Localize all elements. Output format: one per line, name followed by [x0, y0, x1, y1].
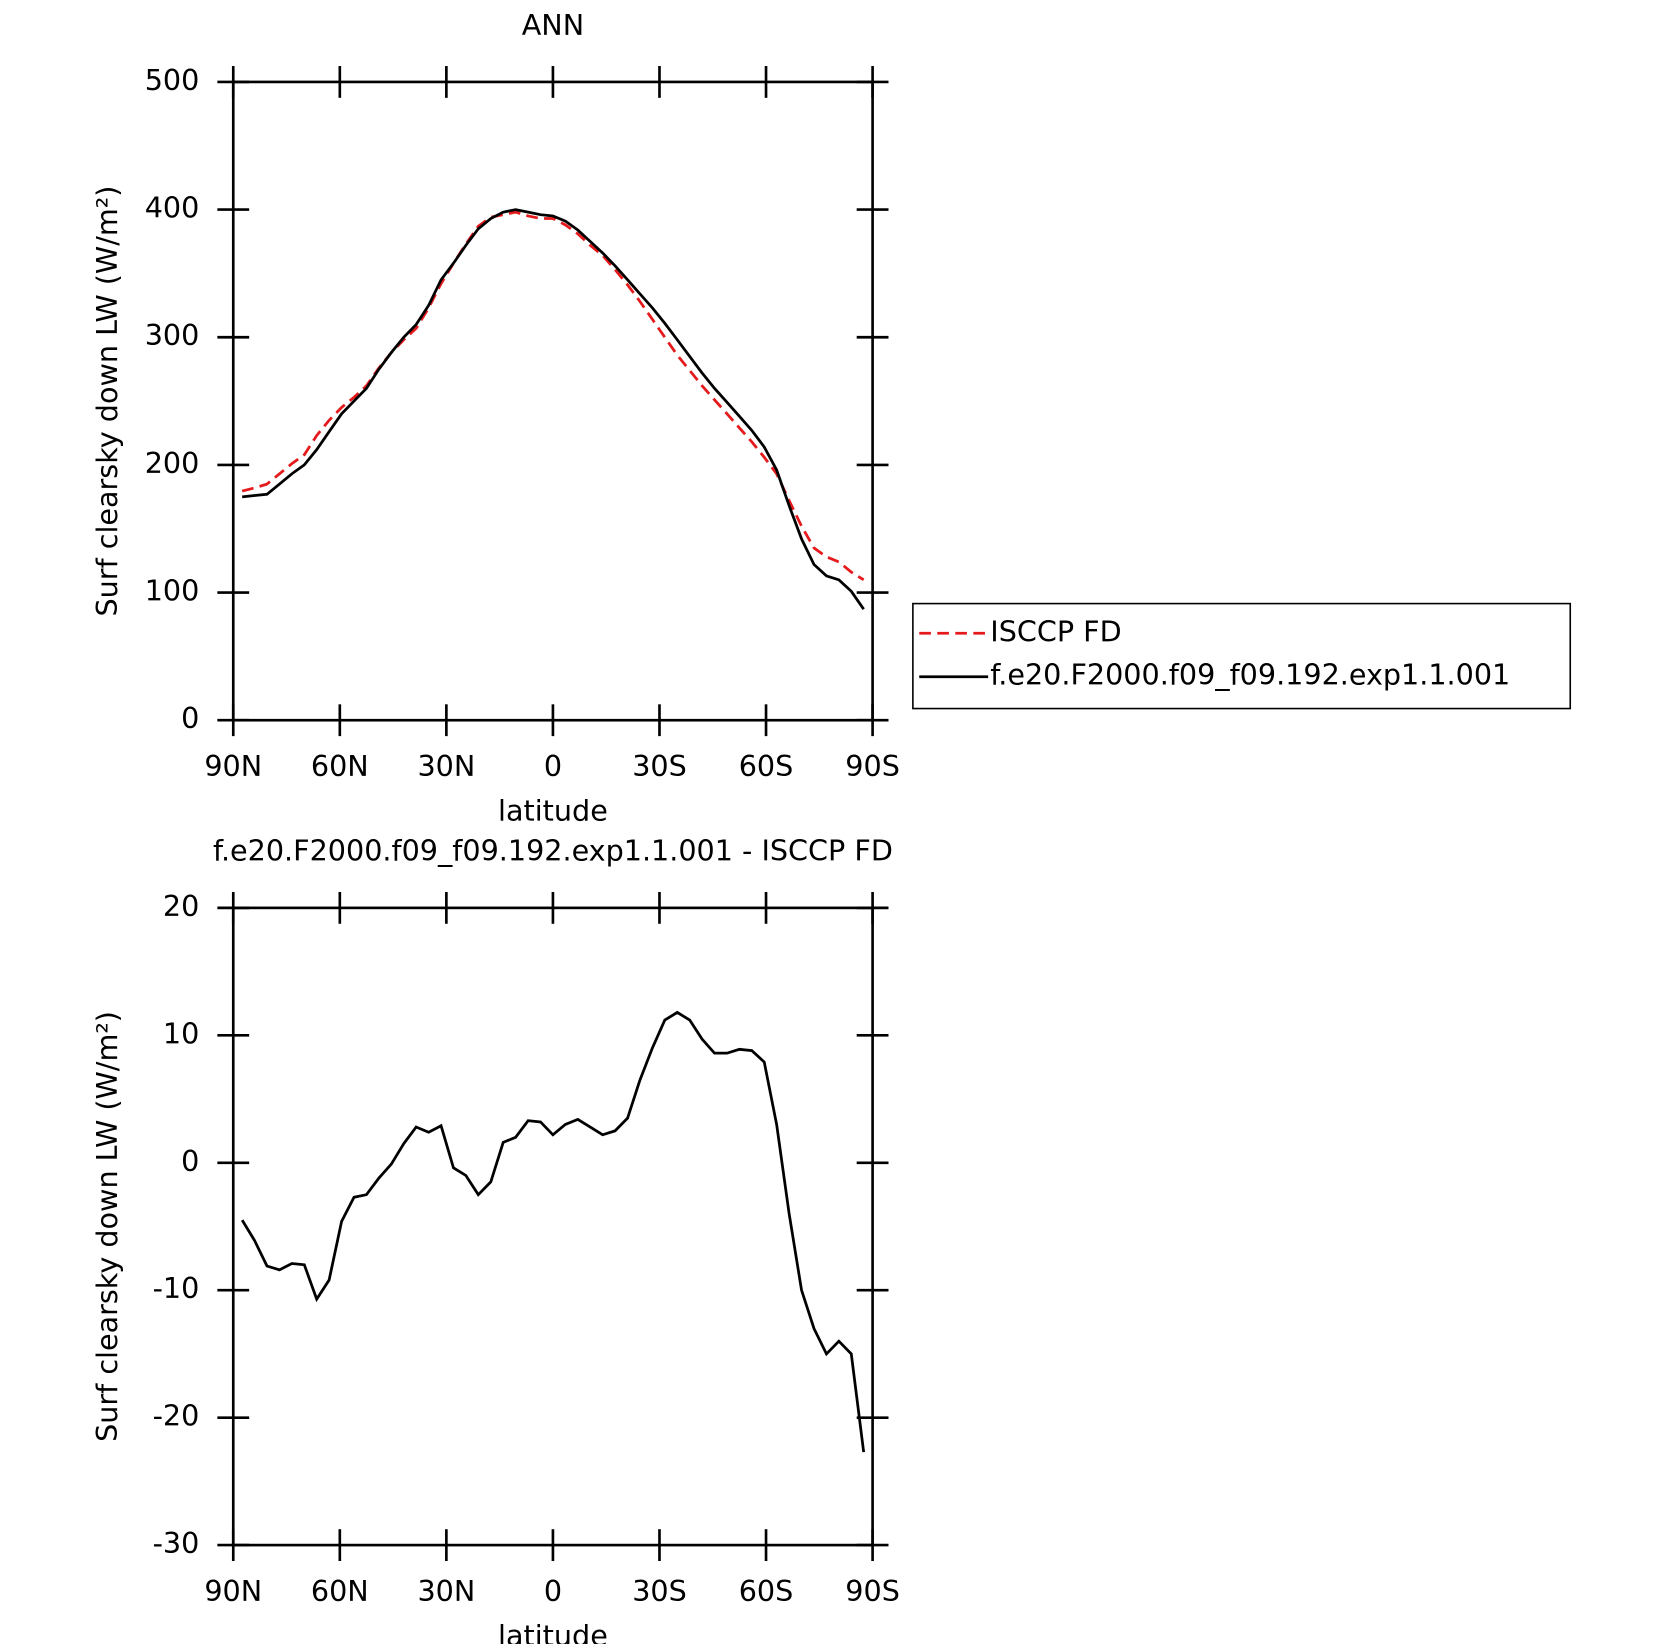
x-tick-label: 60S — [739, 1574, 794, 1608]
x-tick-label: 30N — [417, 749, 475, 783]
x-tick-label: 90S — [845, 749, 900, 783]
chart-title: f.e20.F2000.f09_f09.192.exp1.1.001 - ISC… — [213, 834, 893, 868]
x-axis-label: latitude — [498, 793, 608, 827]
panel: f.e20.F2000.f09_f09.192.exp1.1.001 - ISC… — [90, 834, 900, 1644]
y-tick-label: 0 — [181, 701, 199, 735]
y-axis-label: Surf clearsky down LW (W/m²) — [90, 1011, 124, 1442]
y-tick-label: 500 — [145, 63, 200, 97]
x-tick-label: 0 — [544, 1574, 562, 1608]
y-tick-label: -10 — [153, 1271, 200, 1305]
x-tick-label: 30S — [632, 1574, 687, 1608]
y-axis-label: Surf clearsky down LW (W/m²) — [90, 186, 124, 617]
legend-label: ISCCP FD — [990, 614, 1121, 648]
y-tick-label: 20 — [163, 889, 199, 923]
y-tick-label: 10 — [163, 1016, 199, 1050]
y-tick-label: 100 — [145, 574, 200, 608]
x-tick-label: 60N — [311, 749, 369, 783]
y-tick-label: -20 — [153, 1399, 200, 1433]
x-tick-label: 90N — [204, 749, 262, 783]
x-tick-label: 0 — [544, 749, 562, 783]
x-tick-label: 60S — [739, 749, 794, 783]
y-tick-label: 400 — [145, 191, 200, 225]
x-tick-label: 30S — [632, 749, 687, 783]
data-line — [242, 208, 865, 610]
y-tick-label: -30 — [153, 1526, 200, 1560]
data-line — [240, 1010, 866, 1453]
panel: ANN 0 100 200 300 400 500 90N 60N 30N 0 30S 60S 90S la… — [90, 8, 1572, 827]
x-tick-label: 60N — [311, 1574, 369, 1608]
plot-frame — [231, 80, 874, 722]
plot-frame — [231, 906, 874, 1547]
legend-label: f.e20.F2000.f09_f09.192.exp1.1.001 — [990, 658, 1510, 692]
x-axis-label: latitude — [498, 1618, 608, 1644]
x-tick-label: 90N — [204, 1574, 262, 1608]
chart-title: ANN — [522, 8, 584, 42]
y-tick-label: 300 — [145, 318, 200, 352]
x-tick-label: 30N — [417, 1574, 475, 1608]
data-line — [241, 210, 865, 582]
y-tick-label: 0 — [181, 1144, 199, 1178]
legend-box — [912, 602, 1572, 710]
y-tick-label: 200 — [145, 446, 200, 480]
x-tick-label: 90S — [845, 1574, 900, 1608]
